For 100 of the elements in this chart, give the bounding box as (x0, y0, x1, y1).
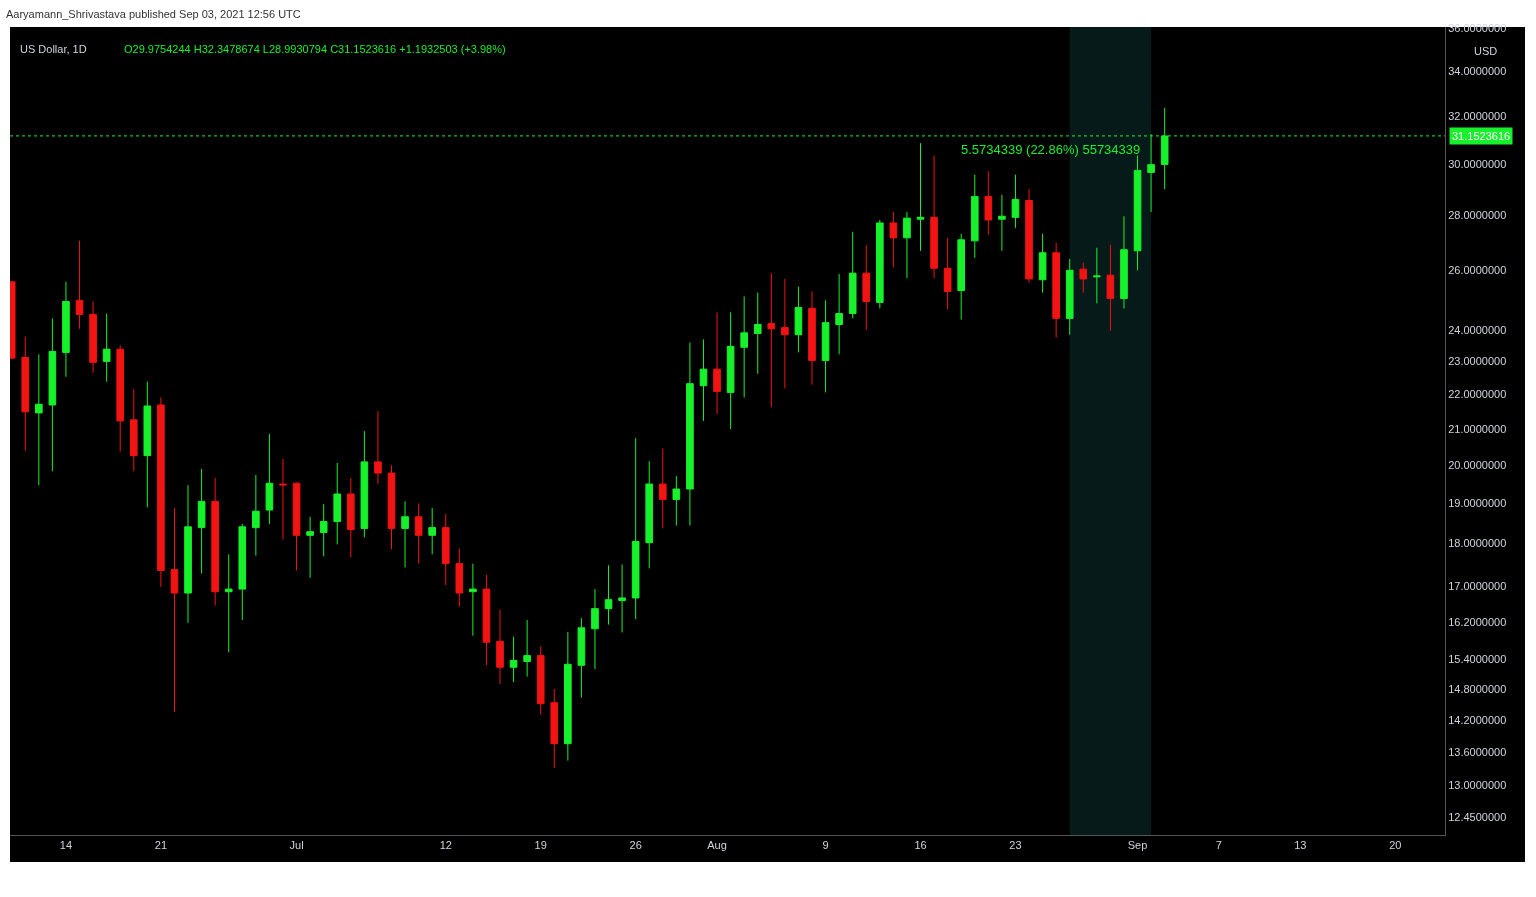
x-tick-label: Jul (289, 839, 304, 852)
y-tick-label: 13.6000000 (1448, 745, 1507, 758)
candlestick (699, 338, 708, 422)
candlestick (970, 174, 979, 259)
y-tick-label: 16.2000000 (1448, 615, 1507, 628)
annotation: US Dollar, 1D (20, 43, 87, 55)
candlestick (157, 396, 165, 588)
y-tick-label: 24.0000000 (1448, 323, 1507, 336)
candlestick (998, 194, 1006, 252)
candlestick (862, 244, 871, 331)
x-tick-label: 9 (822, 839, 829, 852)
y-tick-label: 32.0000000 (1448, 109, 1507, 122)
candlestick (319, 503, 328, 557)
candlestick (889, 211, 898, 268)
candlestick (1011, 174, 1020, 229)
candlestick (781, 278, 789, 389)
candlestick (672, 475, 681, 527)
y-tick-label: 14.2000000 (1448, 713, 1507, 726)
annotation: O29.9754244 H32.3478674 L28.9930794 C31.1523616 +1.1932503 (+3.98%) (124, 43, 506, 55)
candlestick (753, 292, 762, 375)
candlestick (713, 311, 721, 415)
x-tick-label: Sep (1127, 839, 1148, 852)
candlestick (658, 447, 667, 529)
candlestick (550, 688, 559, 769)
x-tick-label: 12 (439, 839, 452, 852)
annotation: 5.5734339 (22.86%) 55734339 (961, 142, 1141, 157)
candlestick (1093, 247, 1101, 304)
candlestick (387, 464, 396, 550)
x-tick-label: 23 (1009, 839, 1022, 852)
candlestick (1079, 262, 1088, 294)
candlestick (631, 437, 640, 620)
candlestick (252, 474, 260, 557)
candlestick (943, 237, 952, 310)
candlestick (360, 430, 369, 538)
candlestick (564, 631, 572, 762)
candlestick (1120, 215, 1128, 309)
y-tick-label: 34.0000000 (1448, 64, 1507, 77)
candlestick (21, 336, 30, 452)
candlestick (170, 507, 179, 713)
candlestick (1106, 244, 1115, 332)
candlestick (333, 462, 342, 545)
chart-title: Aaryamann_Shrivastava published Sep 03, 2021 12:56 UTC (6, 7, 301, 20)
candlestick (75, 240, 84, 330)
candlestick (211, 477, 219, 606)
candlestick (265, 433, 274, 525)
candlestick (821, 299, 830, 393)
candlestick (577, 617, 586, 699)
candlestick (1133, 155, 1142, 271)
y-tick-label: 13.0000000 (1448, 779, 1507, 792)
candlestick (645, 460, 654, 569)
candlestick (428, 507, 437, 555)
candlestick (1052, 242, 1060, 339)
candlestick (346, 477, 355, 558)
candlestick (1038, 233, 1047, 294)
candlestick (808, 290, 816, 386)
candlestick (509, 636, 518, 683)
candlestick (455, 548, 464, 608)
candlestick (1065, 258, 1074, 336)
y-tick-label: 12.4500000 (1448, 811, 1507, 824)
candlestick (143, 381, 152, 508)
ref-line-label: 31.1523616 (1452, 130, 1511, 142)
y-tick-label: 15.4000000 (1448, 653, 1507, 666)
candlestick (957, 233, 966, 321)
candlestick (414, 502, 423, 565)
candlestick (1025, 188, 1033, 284)
candlestick (916, 142, 925, 252)
candlestick (984, 170, 993, 236)
candlestick (794, 286, 803, 353)
x-tick-label: 13 (1294, 839, 1307, 852)
candlestick (835, 273, 843, 355)
x-tick-label: 21 (154, 839, 168, 852)
candlestick (469, 563, 477, 637)
candlestick (523, 619, 531, 678)
candlestick (184, 484, 192, 624)
candlestick (129, 388, 138, 472)
x-tick-label: 16 (914, 839, 927, 852)
candlestick (767, 272, 776, 408)
y-tick-label: 20.0000000 (1448, 459, 1507, 472)
y-tick-label: 14.8000000 (1448, 682, 1507, 695)
candlestick (279, 458, 287, 540)
candlestick (726, 311, 735, 430)
x-tick-label: 19 (534, 839, 547, 852)
x-tick-label: 7 (1215, 839, 1222, 852)
candlestick (89, 301, 97, 374)
y-tick-label: 30.0000000 (1448, 157, 1507, 170)
y-tick-label: 26.0000000 (1448, 264, 1507, 277)
candlestick (306, 516, 314, 579)
y-tick-label: 21.0000000 (1448, 422, 1507, 435)
candlestick (875, 219, 884, 309)
candlestick (48, 317, 57, 472)
candlestick (441, 513, 450, 586)
candlestick (848, 231, 857, 319)
x-tick-label: 26 (629, 839, 642, 852)
text: USD (1474, 45, 1498, 57)
candlestick (224, 553, 233, 653)
x-tick-label: 14 (59, 839, 73, 852)
candlestick (102, 313, 111, 383)
candlestick (197, 468, 206, 574)
candlestick (903, 211, 911, 279)
candlestick (292, 481, 301, 571)
